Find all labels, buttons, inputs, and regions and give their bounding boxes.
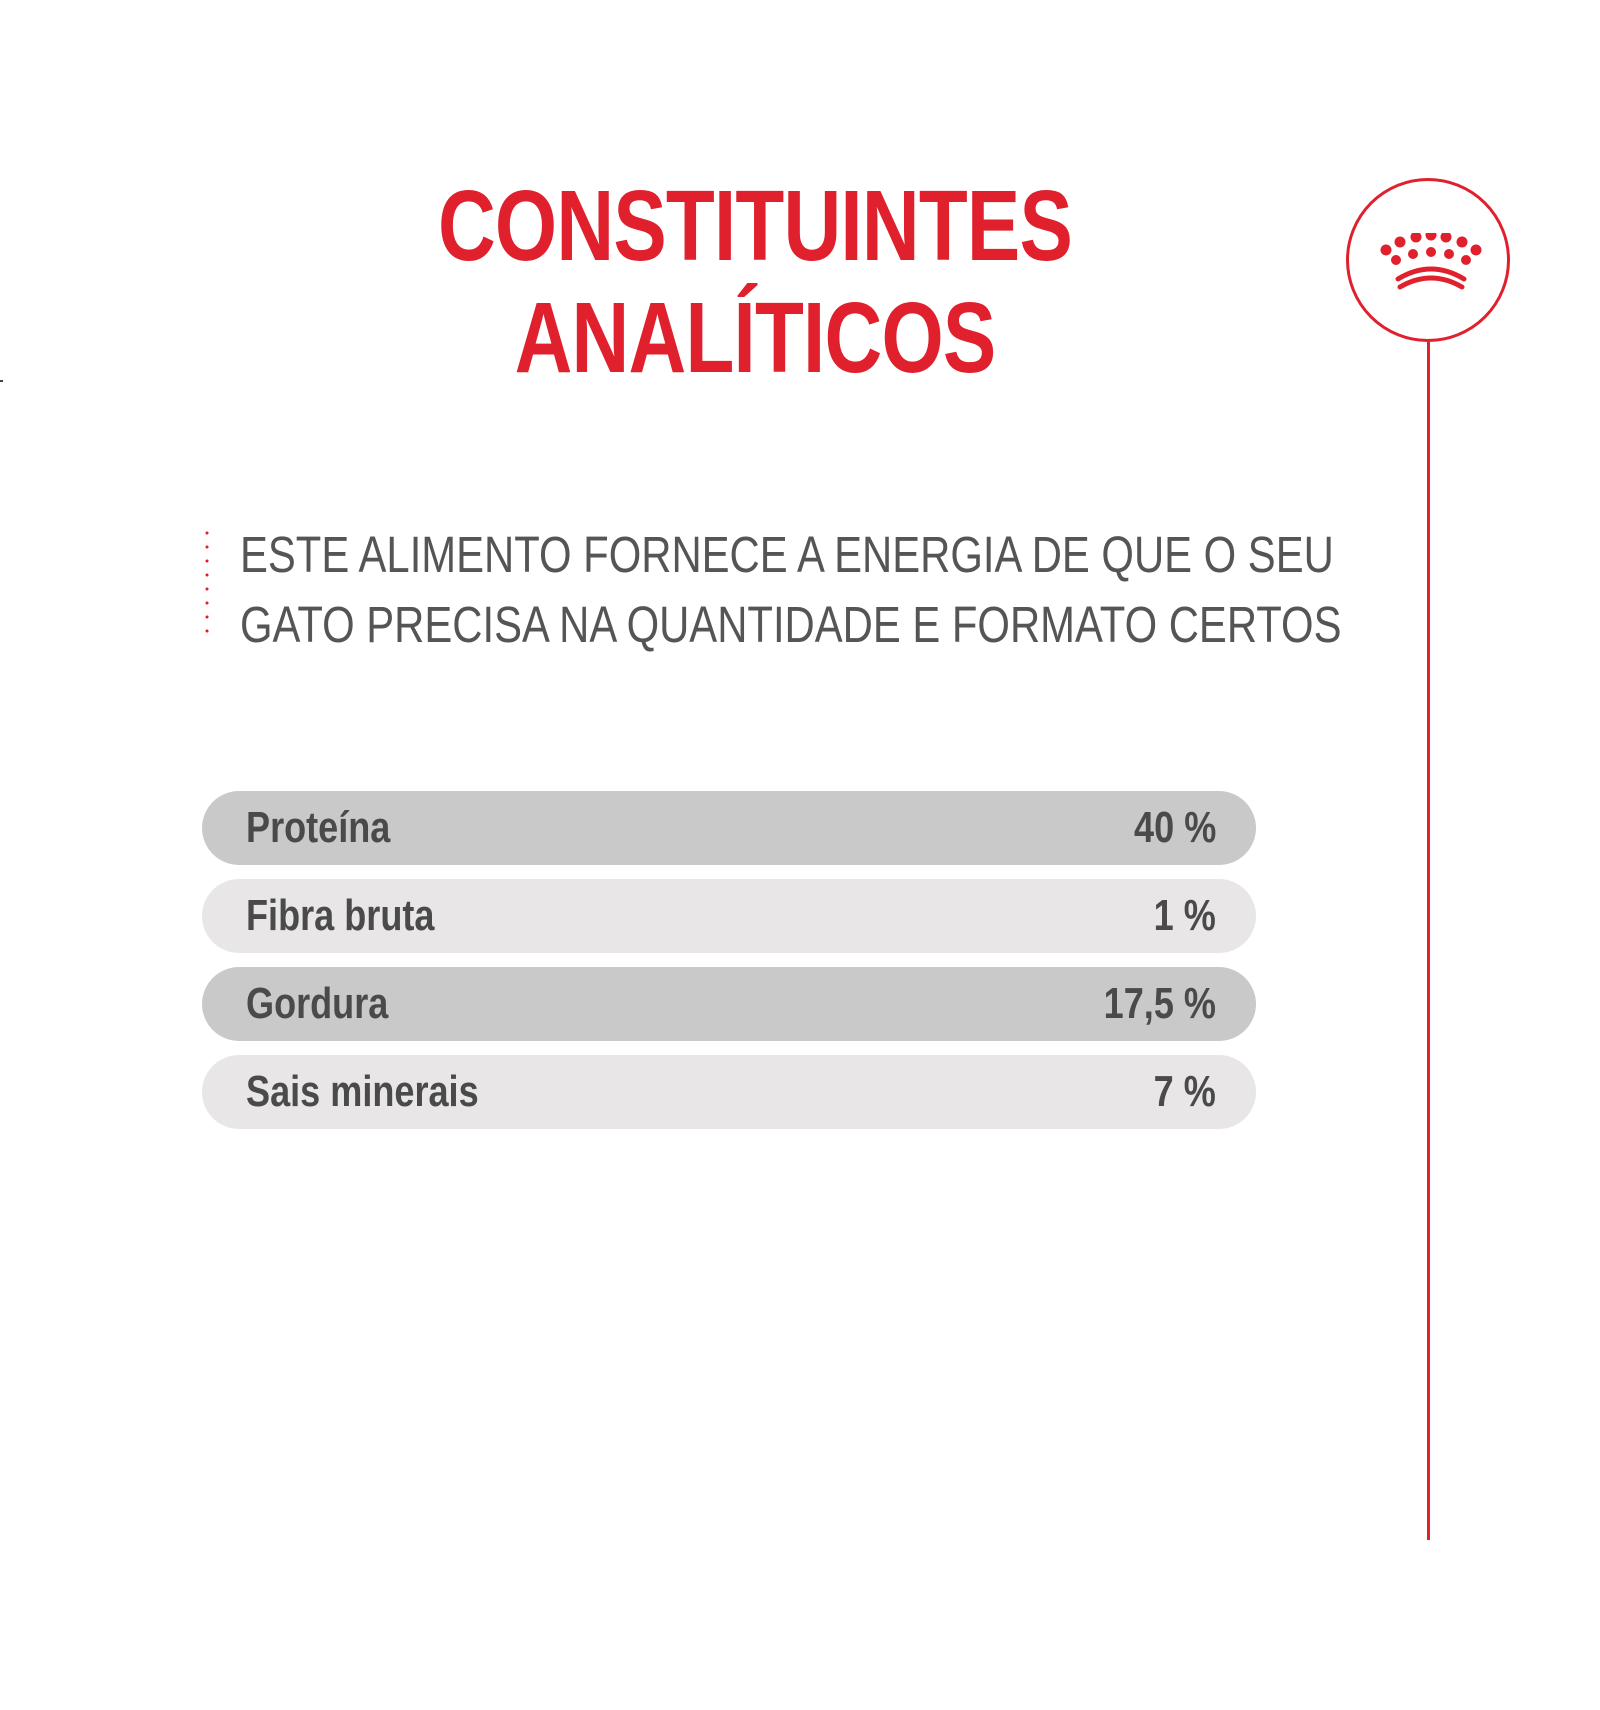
title-line-1: CONSTITUINTES — [437, 170, 1073, 282]
constituent-value: 17,5 % — [1103, 979, 1216, 1028]
subtitle-line-1: ESTE ALIMENTO FORNECE A ENERGIA DE QUE O… — [240, 526, 1334, 583]
title-line-2: ANALÍTICOS — [514, 282, 997, 394]
subtitle-dotted-marker — [205, 526, 209, 642]
subtitle-line-2: GATO PRECISA NA QUANTIDADE E FORMATO CER… — [240, 596, 1342, 653]
constituent-row-fiber: Fibra bruta 1 % — [202, 879, 1256, 953]
crown-icon — [1380, 233, 1482, 290]
brand-logo — [1346, 178, 1510, 342]
constituent-row-protein: Proteína 40 % — [202, 791, 1256, 865]
constituent-label: Gordura — [246, 979, 389, 1028]
constituent-value: 40 % — [1133, 803, 1216, 852]
page-title: CONSTITUINTES ANALÍTICOS — [407, 170, 1103, 394]
constituent-row-fat: Gordura 17,5 % — [202, 967, 1256, 1041]
subtitle: ESTE ALIMENTO FORNECE A ENERGIA DE QUE O… — [240, 520, 1342, 660]
constituents-table: Proteína 40 % Fibra bruta 1 % Gordura 17… — [202, 791, 1256, 1143]
constituent-label: Proteína — [246, 803, 391, 852]
constituent-label: Fibra bruta — [246, 891, 435, 940]
constituent-value: 7 % — [1153, 1067, 1216, 1116]
edge-mark — [0, 380, 3, 382]
constituent-value: 1 % — [1153, 891, 1216, 940]
constituent-label: Sais minerais — [246, 1067, 479, 1116]
constituent-row-minerals: Sais minerais 7 % — [202, 1055, 1256, 1129]
brand-vertical-line — [1427, 342, 1430, 1540]
